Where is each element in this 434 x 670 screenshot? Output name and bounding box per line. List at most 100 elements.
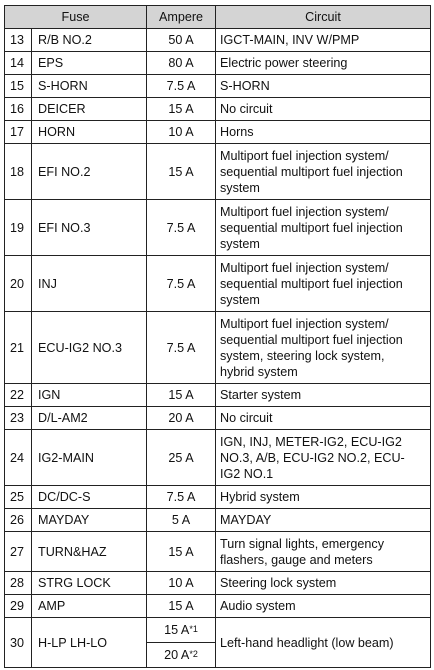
circuit-line: IGN, INJ, METER-IG2, ECU-IG2 [220,434,402,449]
fuse-circuit: Hybrid system [215,485,431,509]
table-row: 29 AMP 15 A Audio system [4,594,431,618]
circuit-line: Multiport fuel injection system/ [220,204,389,219]
fuse-name: IGN [31,383,147,407]
fuse-name: D/L-AM2 [31,406,147,430]
ampere-option-1-value: 15 A [164,623,190,637]
fuse-name: DEICER [31,97,147,121]
table-row: 23 D/L-AM2 20 A No circuit [4,406,431,430]
fuse-circuit: S-HORN [215,74,431,98]
fuse-circuit: IGN, INJ, METER-IG2, ECU-IG2 NO.3, A/B, E… [215,429,431,486]
ampere-option-2-value: 20 A [164,648,190,662]
fuse-circuit: Turn signal lights, emergency flashers, g… [215,531,431,572]
table-row: 24 IG2-MAIN 25 A IGN, INJ, METER-IG2, ECU-I… [4,429,431,486]
circuit-line: system [220,180,260,195]
fuse-number: 30 [4,617,32,668]
fuse-name: MAYDAY [31,508,147,532]
circuit-line: sequential multiport fuel injection [220,332,403,347]
fuse-circuit: Electric power steering [215,51,431,75]
circuit-line: S-HORN [220,79,270,93]
fuse-ampere: 15 A [146,143,216,200]
fuse-number: 27 [4,531,32,572]
table-row: 20 INJ 7.5 A Multiport fuel injection syste… [4,255,431,312]
fuse-name: R/B NO.2 [31,28,147,52]
fuse-ampere: 15 A [146,383,216,407]
circuit-line: sequential multiport fuel injection [220,276,403,291]
fuse-column-header: Fuse [4,5,147,29]
circuit-line: Steering lock system [220,576,337,590]
table-row: 16 DEICER 15 A No circuit [4,97,431,121]
fuse-number: 21 [4,311,32,384]
fuse-name: EFI NO.3 [31,199,147,256]
fuse-name: INJ [31,255,147,312]
circuit-line: system [220,236,260,251]
fuse-number: 24 [4,429,32,486]
fuse-circuit: Multiport fuel injection system/sequenti… [215,143,431,200]
circuit-line: Turn signal lights, emergency [220,536,385,551]
fuse-name: EFI NO.2 [31,143,147,200]
circuit-line: Multiport fuel injection system/ [220,148,389,163]
circuit-line: Horns [220,125,254,139]
circuit-line: sequential multiport fuel injection [220,164,403,179]
fuse-name: IG2-MAIN [31,429,147,486]
table-row: 14 EPS 80 A Electric power steering [4,51,431,75]
fuse-ampere: 7.5 A [146,311,216,384]
fuse-name: STRG LOCK [31,571,147,595]
fuse-circuit: IGCT-MAIN, INV W/PMP [215,28,431,52]
fuse-circuit: No circuit [215,406,431,430]
table-row: 30 H-LP LH-LO 15 A *1 20 A *2 Left-hand headli… [4,617,431,668]
circuit-line: Multiport fuel injection system/ [220,260,389,275]
fuse-circuit: Steering lock system [215,571,431,595]
fuse-number: 26 [4,508,32,532]
fuse-number: 16 [4,97,32,121]
circuit-line: MAYDAY [220,513,272,527]
circuit-line: Multiport fuel injection system/ [220,316,389,331]
fuse-ampere: 20 A [146,406,216,430]
fuse-ampere: 80 A [146,51,216,75]
table-header-row: Fuse Ampere Circuit [4,5,431,29]
fuse-table-body: 13 R/B NO.2 50 A IGCT-MAIN, INV W/PMP 14 EPS 8… [4,28,431,668]
fuse-circuit: Audio system [215,594,431,618]
circuit-line: Starter system [220,388,302,402]
circuit-line: Hybrid system [220,490,300,504]
table-row: 26 MAYDAY 5 A MAYDAY [4,508,431,532]
fuse-circuit: MAYDAY [215,508,431,532]
circuit-line: system [220,292,260,307]
table-row: 21 ECU-IG2 NO.3 7.5 A Multiport fuel inject… [4,311,431,384]
table-row: 13 R/B NO.2 50 A IGCT-MAIN, INV W/PMP [4,28,431,52]
circuit-line: IGCT-MAIN, INV W/PMP [220,33,360,47]
fuse-name: DC/DC-S [31,485,147,509]
fuse-circuit: Horns [215,120,431,144]
fuse-ampere: 7.5 A [146,199,216,256]
circuit-line: flashers, gauge and meters [220,552,373,567]
circuit-line: NO.3, A/B, ECU-IG2 NO.2, ECU- [220,450,405,465]
table-row: 19 EFI NO.3 7.5 A Multiport fuel injection … [4,199,431,256]
ampere-column-header: Ampere [146,5,216,29]
table-row: 17 HORN 10 A Horns [4,120,431,144]
circuit-line: hybrid system [220,364,298,379]
fuse-ampere: 7.5 A [146,485,216,509]
fuse-ampere: 7.5 A [146,74,216,98]
fuse-number: 28 [4,571,32,595]
fuse-name: ECU-IG2 NO.3 [31,311,147,384]
fuse-circuit: Multiport fuel injection system/sequenti… [215,311,431,384]
table-row: 22 IGN 15 A Starter system [4,383,431,407]
circuit-line: Audio system [220,599,296,613]
fuse-number: 25 [4,485,32,509]
fuse-number: 15 [4,74,32,98]
ampere-option-1: 15 A *1 [164,623,198,637]
table-row: 15 S-HORN 7.5 A S-HORN [4,74,431,98]
fuse-number: 14 [4,51,32,75]
fuse-table-container: Fuse Ampere Circuit 13 R/B NO.2 50 A IGCT-M… [4,5,431,668]
fuse-name: EPS [31,51,147,75]
fuse-ampere: 15 A [146,594,216,618]
fuse-number: 19 [4,199,32,256]
fuse-number: 18 [4,143,32,200]
table-row: 18 EFI NO.2 15 A Multiport fuel injection s… [4,143,431,200]
fuse-ampere: 25 A [146,429,216,486]
fuse-name: AMP [31,594,147,618]
fuse-number: 20 [4,255,32,312]
fuse-number: 17 [4,120,32,144]
fuse-ampere: 50 A [146,28,216,52]
fuse-circuit: Left-hand headlight (low beam) [215,617,431,668]
fuse-name: S-HORN [31,74,147,98]
